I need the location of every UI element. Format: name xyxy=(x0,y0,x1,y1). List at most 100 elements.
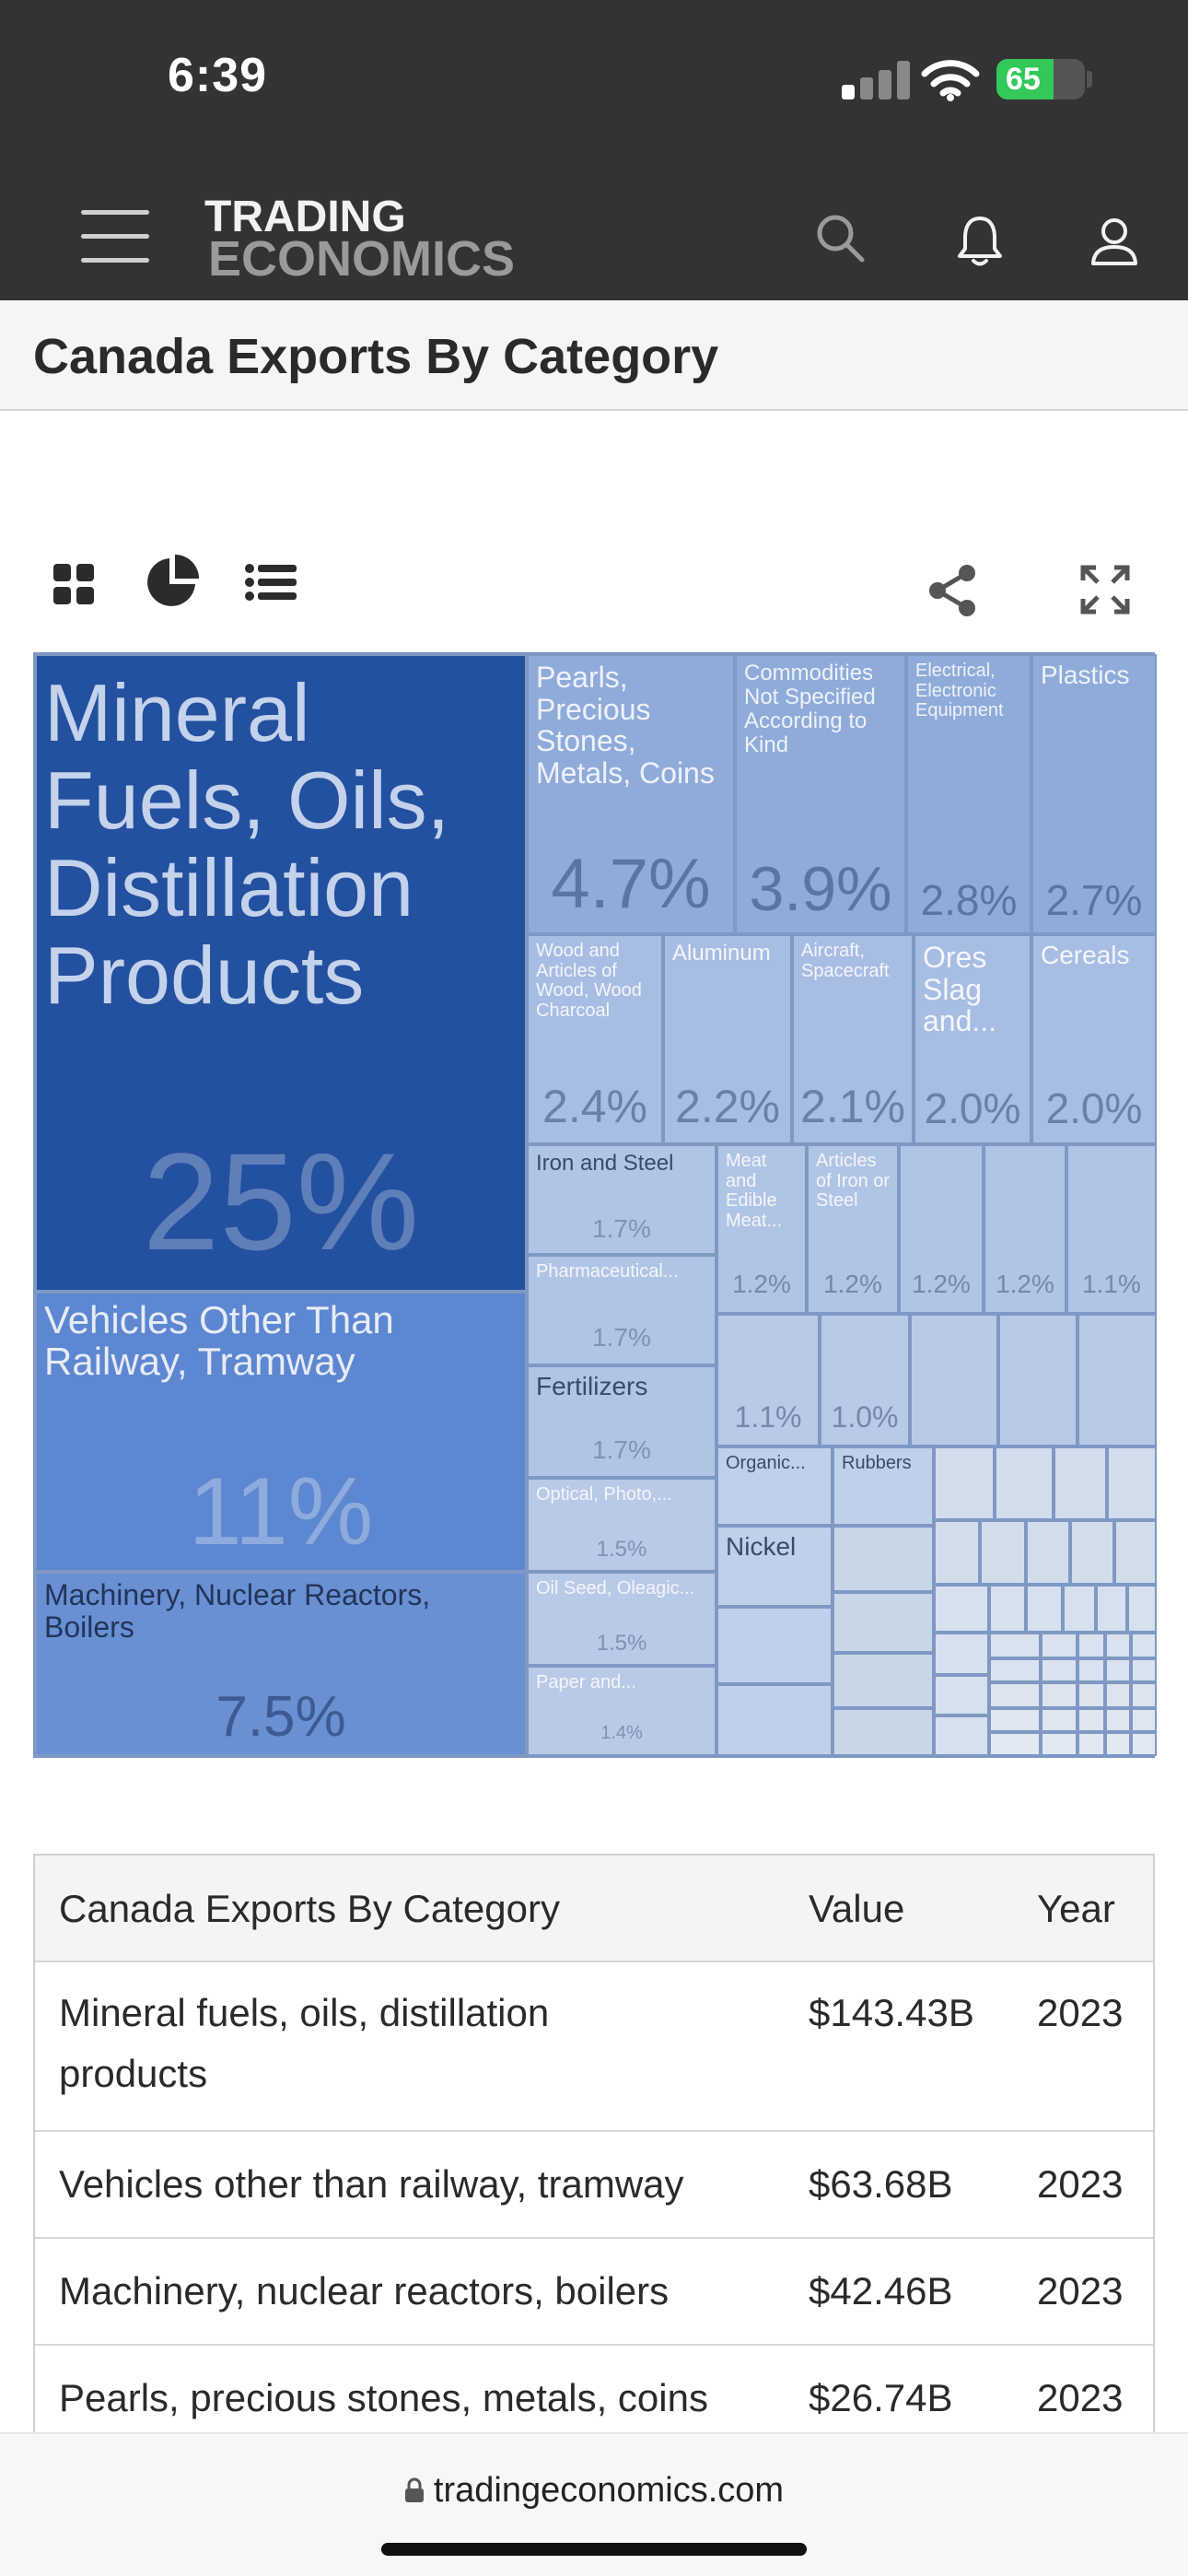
treemap-cell-wood[interactable]: Wood and Articles of Wood, Wood Charcoal… xyxy=(527,934,663,1144)
treemap-cell-unlabeled[interactable] xyxy=(833,1592,934,1653)
treemap-cell-unlabeled[interactable] xyxy=(989,1732,1041,1756)
treemap-cell-aluminum[interactable]: Aluminum 2.2% xyxy=(663,934,792,1144)
treemap-cell-unlabeled[interactable] xyxy=(1063,1585,1096,1633)
treemap-cell-unlabeled[interactable] xyxy=(989,1633,1041,1658)
search-icon[interactable] xyxy=(814,212,866,263)
cell-label: Plastics xyxy=(1041,661,1130,689)
treemap-cell-unlabeled[interactable] xyxy=(1131,1658,1157,1682)
treemap-cell-unlabeled[interactable] xyxy=(1131,1633,1157,1658)
table-row[interactable]: Pearls, precious stones, metals, coins $… xyxy=(35,2346,1153,2453)
column-header-value[interactable]: Value xyxy=(809,1887,905,1930)
treemap-cell-oil-seed[interactable]: Oil Seed, Oleagic... 1.5% xyxy=(527,1572,716,1666)
treemap-cell-unlabeled[interactable] xyxy=(989,1658,1041,1682)
treemap-cell-unlabeled[interactable] xyxy=(1077,1682,1105,1708)
treemap-cell-rubbers[interactable]: Rubbers xyxy=(833,1446,934,1526)
treemap-cell-unlabeled[interactable] xyxy=(1077,1732,1105,1756)
treemap-cell-unlabeled[interactable] xyxy=(1041,1682,1077,1708)
treemap-cell-unlabeled[interactable] xyxy=(1105,1633,1131,1658)
treemap-cell-unlabeled[interactable]: 1.2% xyxy=(899,1144,984,1314)
treemap-cell-meat[interactable]: Meat and Edible Meat... 1.2% xyxy=(716,1144,807,1314)
address-bar[interactable]: tradingeconomics.com xyxy=(0,2471,1188,2511)
treemap-cell-mineral-fuels[interactable]: Mineral Fuels, Oils, Distillation Produc… xyxy=(35,654,527,1292)
treemap-cell-unlabeled[interactable] xyxy=(1041,1732,1077,1756)
treemap-cell-unlabeled[interactable] xyxy=(1131,1708,1157,1732)
treemap-cell-unlabeled[interactable] xyxy=(833,1653,934,1708)
column-header-category[interactable]: Canada Exports By Category xyxy=(59,1887,560,1930)
treemap-cell-unlabeled[interactable] xyxy=(1041,1708,1077,1732)
treemap-cell-unlabeled[interactable] xyxy=(1077,1658,1105,1682)
treemap-cell-unlabeled[interactable] xyxy=(989,1708,1041,1732)
column-header-year[interactable]: Year xyxy=(1037,1887,1115,1930)
treemap-cell-unlabeled[interactable] xyxy=(716,1607,833,1684)
treemap-cell-unlabeled[interactable] xyxy=(1105,1658,1131,1682)
treemap-cell-unlabeled[interactable] xyxy=(1054,1446,1107,1520)
treemap-cell-unlabeled[interactable] xyxy=(1105,1732,1131,1756)
treemap-cell-unlabeled[interactable]: 1.2% xyxy=(984,1144,1066,1314)
treemap-cell-unlabeled[interactable] xyxy=(1131,1682,1157,1708)
treemap-cell-unlabeled[interactable] xyxy=(833,1526,934,1592)
treemap-cell-paper[interactable]: Paper and... 1.4% xyxy=(527,1666,716,1756)
treemap-cell-unlabeled[interactable] xyxy=(934,1520,980,1585)
treemap-cell-unlabeled[interactable]: 1.1% xyxy=(716,1314,820,1446)
treemap-cell-unlabeled[interactable] xyxy=(934,1585,989,1633)
treemap-cell-pearls[interactable]: Pearls, Precious Stones, Metals, Coins 4… xyxy=(527,654,735,934)
treemap-cell-unlabeled[interactable] xyxy=(934,1675,989,1715)
treemap-cell-unlabeled[interactable] xyxy=(934,1633,989,1675)
treemap-cell-unlabeled[interactable] xyxy=(980,1520,1026,1585)
treemap-cell-unlabeled[interactable] xyxy=(1105,1682,1131,1708)
treemap-cell-unlabeled[interactable] xyxy=(1026,1520,1070,1585)
pie-chart-icon[interactable] xyxy=(144,553,201,610)
user-icon[interactable] xyxy=(1089,216,1140,267)
treemap-cell-unlabeled[interactable] xyxy=(1105,1708,1131,1732)
table-row[interactable]: Vehicles other than railway, tramway $63… xyxy=(35,2132,1153,2239)
table-row[interactable]: Mineral fuels, oils, distillation produc… xyxy=(35,1962,1153,2132)
treemap-cell-unlabeled[interactable] xyxy=(1070,1520,1114,1585)
treemap-cell-cereals[interactable]: Cereals 2.0% xyxy=(1031,934,1157,1144)
treemap-cell-articles-iron[interactable]: Articles of Iron or Steel 1.2% xyxy=(807,1144,899,1314)
treemap-cell-unlabeled[interactable] xyxy=(1041,1658,1077,1682)
treemap-cell-unlabeled[interactable] xyxy=(1107,1446,1157,1520)
treemap-cell-iron-steel[interactable]: Iron and Steel 1.7% xyxy=(527,1144,716,1255)
treemap-cell-unlabeled[interactable] xyxy=(716,1684,833,1756)
treemap-cell-vehicles[interactable]: Vehicles Other Than Railway, Tramway 11% xyxy=(35,1292,527,1572)
treemap-cell-unlabeled[interactable] xyxy=(833,1708,934,1756)
treemap-cell-unlabeled[interactable]: 1.1% xyxy=(1066,1144,1157,1314)
treemap-cell-nickel[interactable]: Nickel xyxy=(716,1526,833,1607)
logo-economics[interactable]: ECONOMICS xyxy=(208,231,516,287)
treemap-cell-machinery[interactable]: Machinery, Nuclear Reactors, Boilers 7.5… xyxy=(35,1572,527,1756)
treemap-cell-organic[interactable]: Organic... xyxy=(716,1446,833,1526)
treemap-cell-unlabeled[interactable] xyxy=(1041,1633,1077,1658)
treemap-cell-unlabeled[interactable]: 1.0% xyxy=(820,1314,910,1446)
treemap-cell-aircraft[interactable]: Aircraft, Spacecraft 2.1% xyxy=(792,934,914,1144)
treemap-cell-plastics[interactable]: Plastics 2.7% xyxy=(1031,654,1157,934)
fullscreen-icon[interactable] xyxy=(1079,564,1131,615)
logo-trading[interactable]: TRADING xyxy=(204,193,406,241)
treemap-cell-unlabeled[interactable] xyxy=(934,1446,995,1520)
bell-icon[interactable] xyxy=(956,214,1004,269)
treemap-cell-unlabeled[interactable] xyxy=(989,1585,1026,1633)
treemap-cell-unlabeled[interactable] xyxy=(1077,1633,1105,1658)
treemap-cell-unlabeled[interactable] xyxy=(910,1314,998,1446)
treemap-cell-unlabeled[interactable] xyxy=(1131,1732,1157,1756)
treemap-cell-fertilizers[interactable]: Fertilizers 1.7% xyxy=(527,1365,716,1478)
grid-view-icon[interactable] xyxy=(52,562,96,606)
menu-icon[interactable] xyxy=(81,210,149,263)
treemap-cell-unlabeled[interactable] xyxy=(989,1682,1041,1708)
treemap-cell-unlabeled[interactable] xyxy=(1114,1520,1157,1585)
treemap-cell-unlabeled[interactable] xyxy=(934,1715,989,1756)
table-row[interactable]: Machinery, nuclear reactors, boilers $42… xyxy=(35,2239,1153,2346)
treemap-cell-commodities[interactable]: Commodities Not Specified According to K… xyxy=(735,654,906,934)
treemap-cell-unlabeled[interactable] xyxy=(995,1446,1054,1520)
list-view-icon[interactable] xyxy=(245,564,297,601)
treemap-cell-unlabeled[interactable] xyxy=(1096,1585,1127,1633)
share-icon[interactable] xyxy=(926,564,978,617)
treemap-cell-ores[interactable]: Ores Slag and... 2.0% xyxy=(914,934,1031,1144)
treemap-cell-pharmaceutical[interactable]: Pharmaceutical... 1.7% xyxy=(527,1255,716,1365)
treemap-cell-unlabeled[interactable] xyxy=(1026,1585,1063,1633)
treemap-cell-optical[interactable]: Optical, Photo,... 1.5% xyxy=(527,1478,716,1572)
treemap-cell-unlabeled[interactable] xyxy=(998,1314,1077,1446)
treemap-cell-unlabeled[interactable] xyxy=(1077,1708,1105,1732)
treemap-cell-unlabeled[interactable] xyxy=(1077,1314,1157,1446)
treemap-cell-electrical[interactable]: Electrical, Electronic Equipment 2.8% xyxy=(906,654,1031,934)
treemap-cell-unlabeled[interactable] xyxy=(1127,1585,1157,1633)
